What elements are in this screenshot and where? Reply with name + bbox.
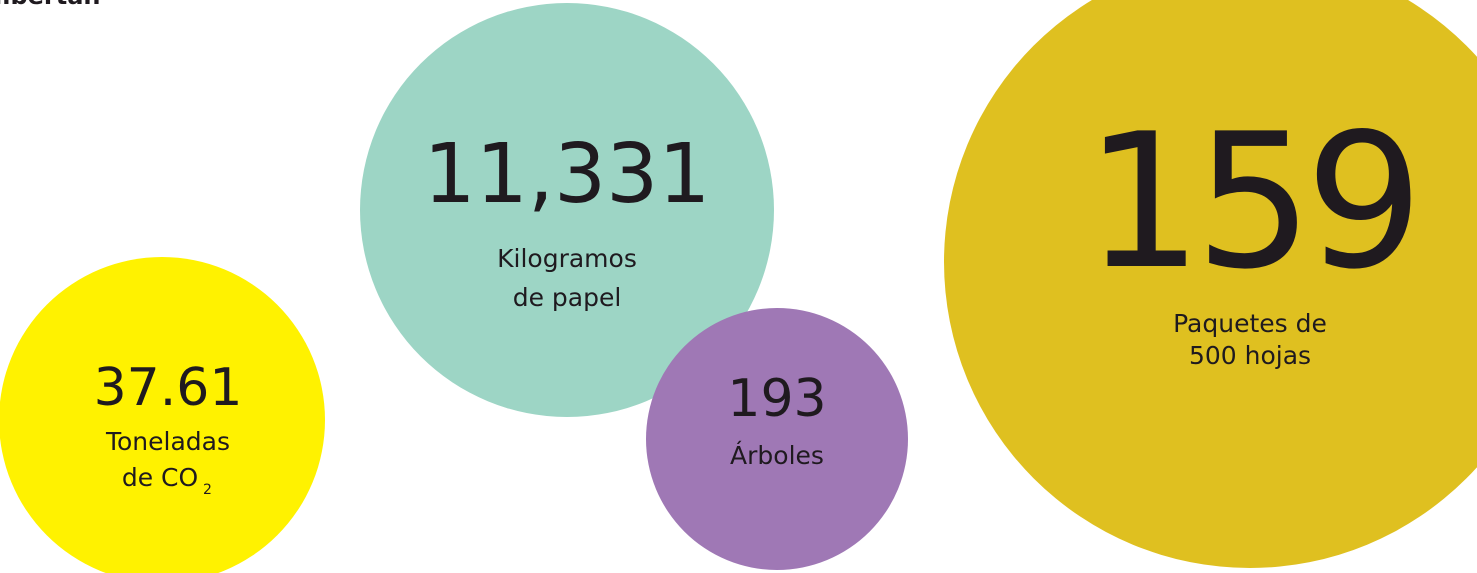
bubble-paper	[360, 3, 774, 417]
bubble-packages	[944, 0, 1477, 568]
bubble-trees	[646, 308, 908, 570]
bubble-label: Paquetes de	[1173, 309, 1327, 338]
header-title: libertan	[0, 0, 101, 10]
bubble-value: 193	[727, 369, 826, 429]
bubble-label: Árboles	[730, 441, 824, 470]
bubble-label: de papel	[513, 283, 622, 312]
bubble-co2	[0, 257, 325, 573]
bubble-label: de CO	[122, 463, 198, 492]
bubble-value: 159	[1084, 93, 1415, 310]
bubble-label: Kilogramos	[497, 244, 637, 273]
bubble-value: 37.61	[94, 358, 243, 418]
bubble-label: Toneladas	[105, 427, 230, 456]
bubble-label-subscript: 2	[203, 482, 212, 498]
bubble-value: 11,331	[424, 127, 711, 222]
bubble-label: 500 hojas	[1189, 341, 1311, 370]
